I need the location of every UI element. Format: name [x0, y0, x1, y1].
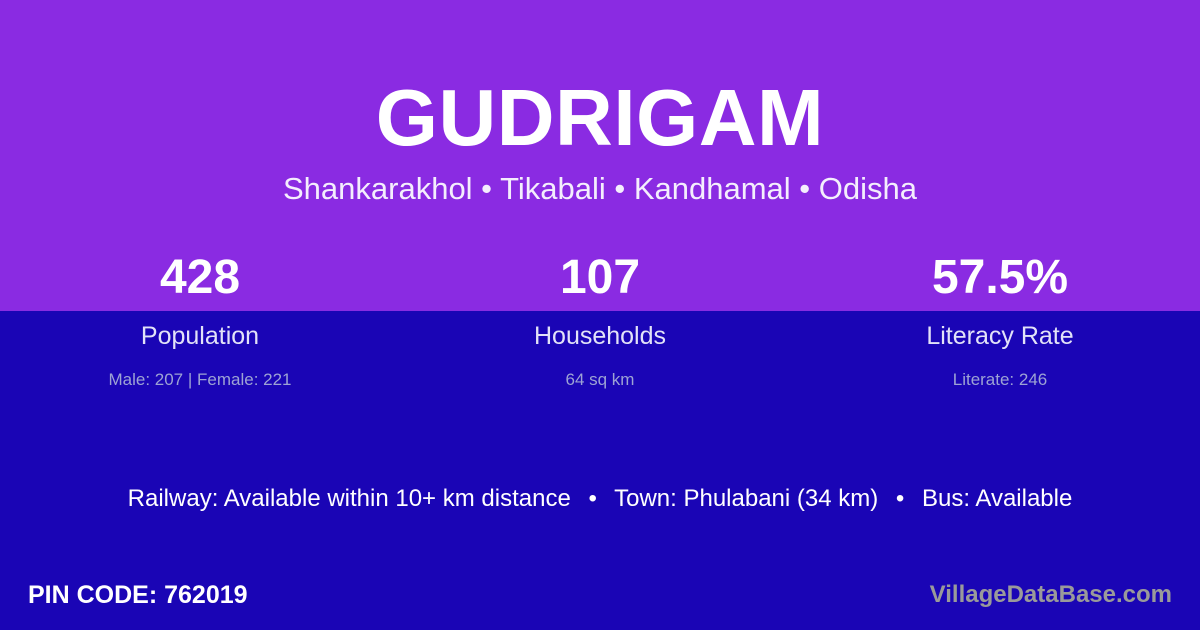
stat-value-households: 107 — [559, 251, 641, 304]
footer: PIN CODE: 762019 VillageDataBase.com — [0, 573, 1200, 617]
bottom-band-background — [0, 311, 1200, 630]
stat-population: 428 Population Male: 207 | Female: 221 — [0, 245, 400, 389]
stat-label-households: Households — [533, 322, 667, 350]
page-title: GUDRIGAM — [375, 73, 825, 162]
stat-literacy-rate: 57.5% Literacy Rate Literate: 246 — [800, 245, 1200, 389]
infrastructure-line: Railway: Available within 10+ km distanc… — [0, 487, 1200, 511]
infra-separator-2: • — [895, 485, 905, 512]
breadcrumb: Shankarakhol • Tikabali • Kandhamal • Od… — [283, 171, 917, 206]
pin-code: PIN CODE: 762019 — [28, 580, 248, 609]
header: GUDRIGAM Shankarakhol • Tikabali • Kandh… — [0, 0, 1200, 206]
stat-value-population: 428 — [159, 251, 241, 304]
infra-separator-1: • — [588, 485, 597, 512]
stats-row: 428 Population Male: 207 | Female: 221 1… — [0, 245, 1200, 389]
stat-sub-literacy-rate: Literate: 246 — [952, 370, 1048, 389]
stat-label-literacy-rate: Literacy Rate — [926, 322, 1074, 350]
stat-sub-households: 64 sq km — [565, 370, 635, 389]
stat-label-population: Population — [140, 322, 260, 350]
infra-bus: Bus: Available — [922, 485, 1073, 512]
infra-town: Town: Phulabani (34 km) — [614, 485, 879, 512]
stat-sub-population: Male: 207 | Female: 221 — [108, 370, 292, 389]
site-brand: VillageDataBase.com — [929, 581, 1172, 608]
stat-households: 107 Households 64 sq km — [400, 245, 800, 389]
infra-railway: Railway: Available within 10+ km distanc… — [127, 485, 571, 512]
top-band-background — [0, 0, 1200, 311]
stat-value-literacy-rate: 57.5% — [931, 251, 1069, 304]
